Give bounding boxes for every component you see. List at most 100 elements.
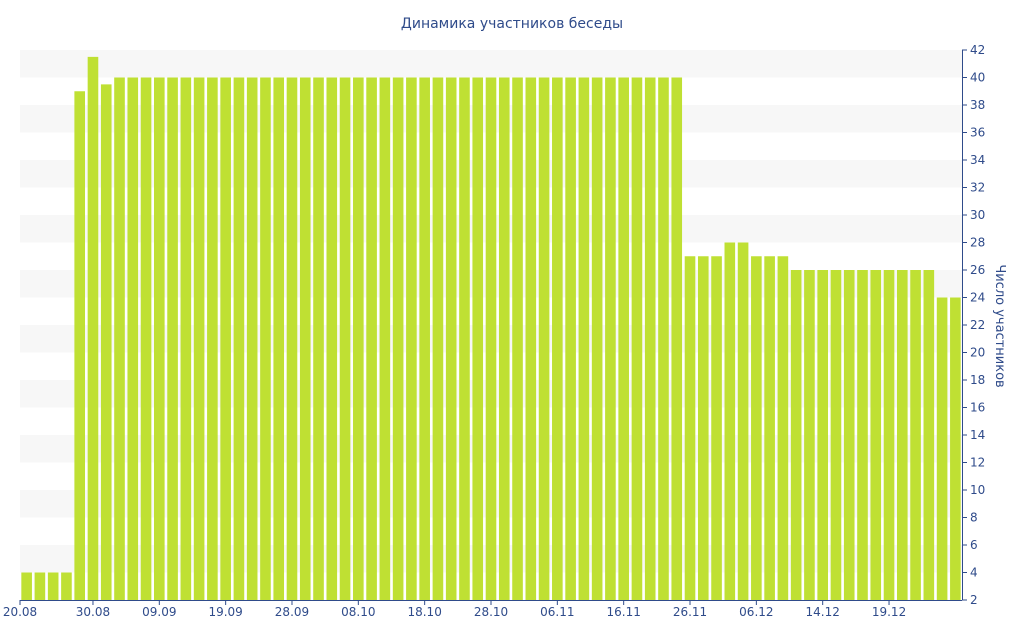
bar <box>498 77 510 600</box>
bar <box>591 77 603 600</box>
bar <box>936 297 948 600</box>
y-tick-label: 40 <box>970 71 985 85</box>
y-tick-label: 34 <box>970 153 985 167</box>
y-tick-label: 26 <box>970 263 985 277</box>
bar <box>923 270 935 600</box>
bar <box>697 256 709 600</box>
bar <box>485 77 497 600</box>
y-tick-label: 30 <box>970 208 985 222</box>
bar <box>459 77 470 600</box>
x-tick-label: 19.12 <box>872 605 906 619</box>
bar <box>724 242 736 600</box>
bar <box>74 91 86 600</box>
y-tick-label: 10 <box>970 483 985 497</box>
bar <box>512 77 523 600</box>
bar <box>379 77 391 600</box>
bar <box>658 77 669 600</box>
bar <box>790 270 802 600</box>
bar <box>260 77 271 600</box>
bar <box>817 270 828 600</box>
y-tick-label: 32 <box>970 181 985 195</box>
bar <box>207 77 218 600</box>
y-tick-label: 14 <box>970 428 985 442</box>
bar <box>618 77 629 600</box>
bar <box>286 77 298 600</box>
bar <box>180 77 192 600</box>
bar <box>644 77 656 600</box>
bar <box>565 77 576 600</box>
bar <box>299 77 311 600</box>
bar <box>525 77 537 600</box>
x-tick-label: 14.12 <box>806 605 840 619</box>
bar <box>339 77 351 600</box>
bar <box>777 256 789 600</box>
bar <box>419 77 430 600</box>
x-tick-label: 26.11 <box>673 605 707 619</box>
x-tick-label: 28.10 <box>474 605 508 619</box>
bar <box>883 270 895 600</box>
x-tick-label: 30.08 <box>76 605 110 619</box>
x-tick-label: 06.11 <box>540 605 574 619</box>
x-tick-label: 18.10 <box>407 605 441 619</box>
bar <box>432 77 444 600</box>
y-tick-label: 22 <box>970 318 985 332</box>
bar <box>445 77 457 600</box>
bar <box>313 77 324 600</box>
bar <box>47 572 59 600</box>
bar <box>843 270 855 600</box>
y-tick-label: 42 <box>970 43 985 57</box>
x-axis: 20.08 30.08 09.09 19.09 28.09 08.10 18.10 28.10… <box>3 600 962 619</box>
bar <box>870 270 882 600</box>
y-tick-label: 28 <box>970 236 985 250</box>
y-tick-label: 16 <box>970 401 985 415</box>
bar <box>326 77 338 600</box>
y-tick-label: 36 <box>970 126 985 140</box>
y-tick-label: 12 <box>970 456 985 470</box>
y-axis-label: Число участников <box>992 264 1007 387</box>
bar <box>61 572 72 600</box>
bar <box>366 77 377 600</box>
y-tick-label: 24 <box>970 291 985 305</box>
bar <box>21 572 32 600</box>
y-tick-label: 18 <box>970 373 985 387</box>
bar <box>605 77 616 600</box>
bar <box>684 256 696 600</box>
x-tick-label: 09.09 <box>142 605 176 619</box>
bar <box>233 77 245 600</box>
bar <box>140 77 152 600</box>
y-tick-label: 2 <box>970 593 978 607</box>
bar <box>552 77 563 600</box>
bar <box>857 270 868 600</box>
bar <box>34 572 46 600</box>
bar <box>538 77 550 600</box>
bar <box>804 270 815 600</box>
bar <box>578 77 590 600</box>
chart-title: Динамика участников беседы <box>401 16 623 32</box>
bar <box>127 77 139 600</box>
bar <box>392 77 404 600</box>
bar <box>671 77 683 600</box>
x-tick-label: 20.08 <box>3 605 37 619</box>
bar <box>167 77 178 600</box>
y-tick-label: 38 <box>970 98 985 112</box>
bar <box>950 297 961 600</box>
x-tick-label: 08.10 <box>341 605 375 619</box>
bar <box>910 270 921 600</box>
y-tick-label: 20 <box>970 346 985 360</box>
bar <box>114 77 125 600</box>
y-tick-label: 8 <box>970 511 978 525</box>
grid-band <box>20 50 962 78</box>
bar <box>406 77 417 600</box>
x-tick-label: 19.09 <box>208 605 242 619</box>
bar <box>193 77 205 600</box>
bar <box>896 270 908 600</box>
bar <box>711 256 722 600</box>
y-tick-label: 6 <box>970 538 978 552</box>
y-tick-label: 4 <box>970 566 978 580</box>
bars <box>21 56 961 600</box>
x-tick-label: 16.11 <box>606 605 640 619</box>
bar <box>273 77 285 600</box>
